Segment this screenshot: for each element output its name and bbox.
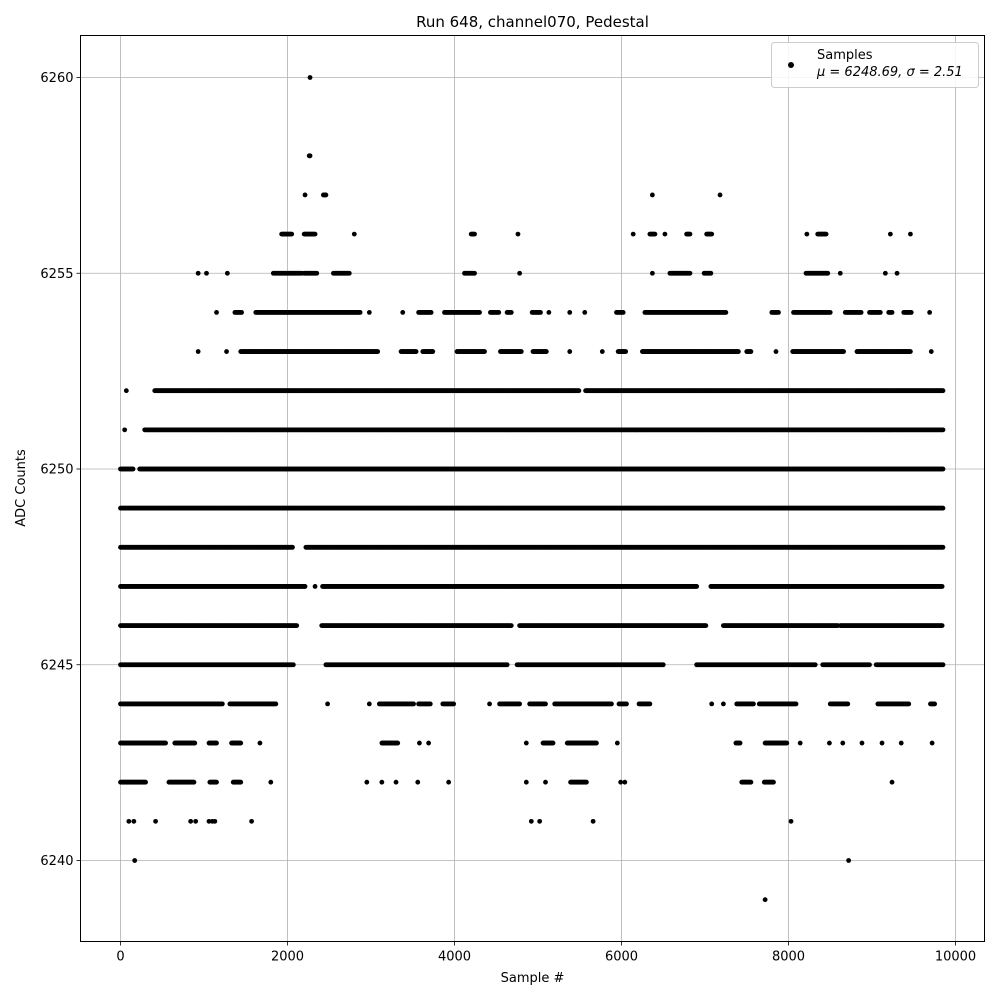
data-point [898,740,904,746]
data-point [214,740,219,746]
data-point [446,779,452,785]
data-point [846,858,852,863]
data-point [840,740,846,746]
data-point [302,584,308,589]
data-point [906,701,912,707]
data-point [660,662,666,668]
data-point [290,662,296,668]
data-point [609,701,614,707]
data-point [827,740,832,746]
data-point [126,818,132,824]
data-point [415,779,421,785]
data-point [784,740,790,746]
data-point [212,818,218,824]
data-point [622,779,628,785]
data-point [528,818,534,824]
data-point [249,818,254,824]
data-point [163,740,168,746]
data-point [366,701,372,707]
data-point [417,740,422,746]
data-point [624,701,629,707]
data-point [379,779,385,785]
data-point [290,544,295,550]
data-point [325,701,330,707]
data-point [594,740,599,746]
data-point [312,584,318,589]
data-point [867,662,872,668]
data-point [694,584,700,589]
data-point [788,818,794,824]
data-point [395,740,401,746]
data-points [118,75,946,903]
data-point [504,662,510,668]
data-point [537,818,543,824]
data-point [411,701,416,707]
data-point [294,623,300,628]
data-point [487,701,492,707]
data-point [206,818,212,824]
data-point [614,740,620,746]
data-point [523,740,529,746]
data-point [153,818,158,824]
data-point [543,779,548,785]
data-point [131,818,137,824]
data-point [273,701,279,707]
data-point [543,701,548,707]
data-point [517,701,523,707]
data-point [859,740,865,746]
chart-title: Run 648, channel070, Pedestal [416,13,649,31]
data-point [268,779,274,785]
data-point [238,740,244,746]
data-point [257,740,263,746]
data-point [929,740,935,746]
data-point [192,740,198,746]
data-point [214,779,219,785]
data-point [939,623,945,628]
data-point [188,818,194,824]
data-point [132,858,138,863]
data-point [364,779,370,785]
data-point [427,701,433,707]
data-point [523,779,529,785]
data-point [771,779,776,785]
data-point [709,701,715,707]
data-point [932,701,938,707]
data-point [191,779,197,785]
data-point [762,897,768,903]
data-point [143,779,148,785]
data-point [193,818,199,824]
data-point [647,701,653,707]
data-point [797,740,803,746]
data-point [219,701,225,707]
data-point [720,701,726,707]
data-point [939,584,945,589]
data-point [508,623,514,628]
data-point [845,701,851,707]
data-point [618,779,624,785]
data-point [940,662,946,668]
data-point [879,740,885,746]
data-point [703,623,709,628]
data-point [748,779,754,785]
data-point [737,740,743,746]
data-point [584,779,589,785]
data-point [426,740,432,746]
data-point [590,818,596,824]
data-point [451,701,457,707]
data-point [793,701,799,707]
data-point [812,662,818,668]
data-point [238,779,244,785]
data-point [751,701,756,707]
data-point [889,779,895,785]
data-point [550,740,556,746]
data-point [393,779,399,785]
data-point [940,544,946,550]
